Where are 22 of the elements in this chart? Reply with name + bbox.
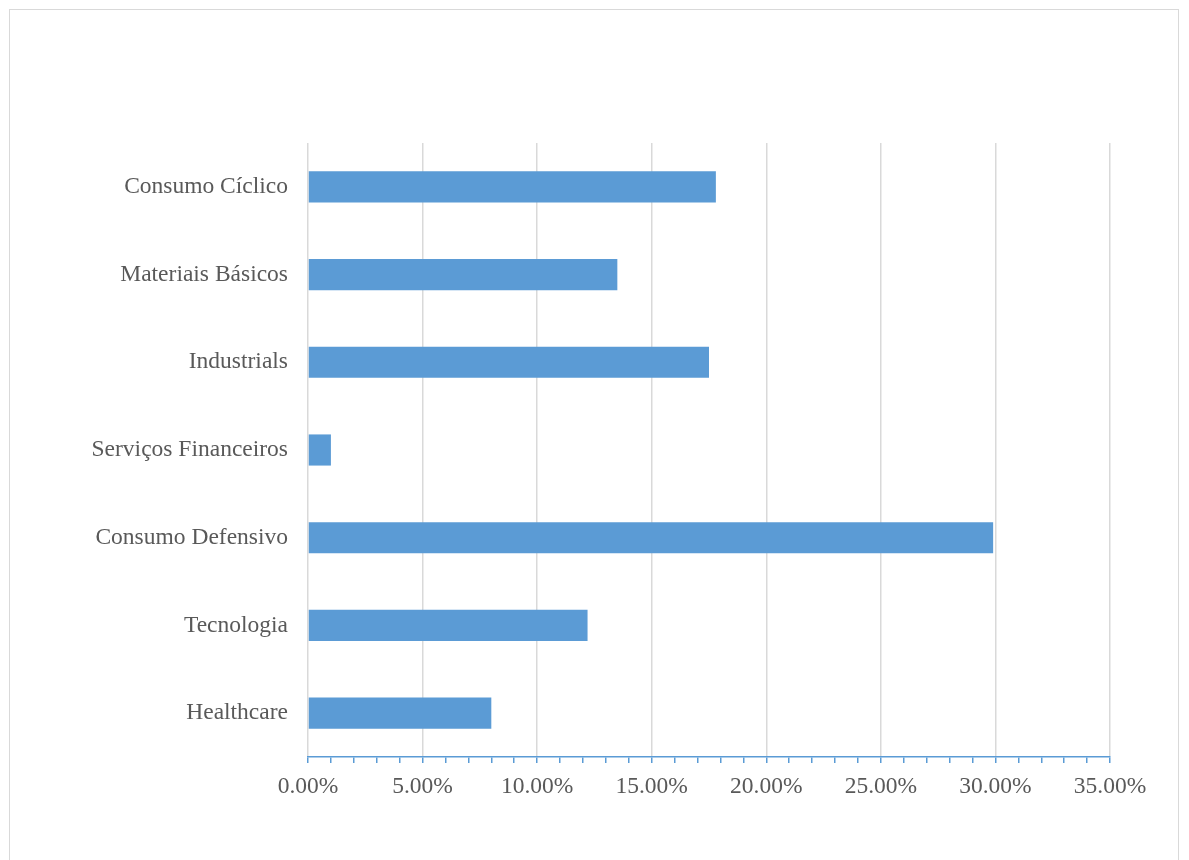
y-tick-label: Industrials	[188, 347, 288, 374]
y-tick-label: Tecnologia	[183, 610, 289, 637]
x-tick-label: 20.00%	[730, 772, 803, 799]
x-tick-label: 15.00%	[615, 772, 688, 799]
x-tick-label: 30.00%	[959, 772, 1032, 799]
bar	[308, 171, 716, 203]
x-tick-label: 5.00%	[392, 772, 453, 799]
bar	[308, 522, 994, 554]
y-tick-label: Healthcare	[186, 698, 288, 725]
y-tick-label: Consumo Cíclico	[124, 172, 288, 199]
y-tick-label: Serviços Financeiros	[91, 435, 288, 462]
y-tick-label: Materiais Básicos	[120, 259, 288, 286]
x-tick-label: 35.00%	[1073, 772, 1147, 799]
bar	[308, 609, 588, 641]
bar	[308, 259, 618, 291]
bar	[308, 346, 709, 378]
y-tick-label: Consumo Defensivo	[95, 522, 288, 549]
bar	[308, 697, 492, 729]
bar	[308, 434, 331, 466]
x-tick-label: 0.00%	[277, 772, 339, 799]
x-tick-label: 10.00%	[500, 772, 574, 799]
x-tick-label: 25.00%	[844, 772, 918, 799]
